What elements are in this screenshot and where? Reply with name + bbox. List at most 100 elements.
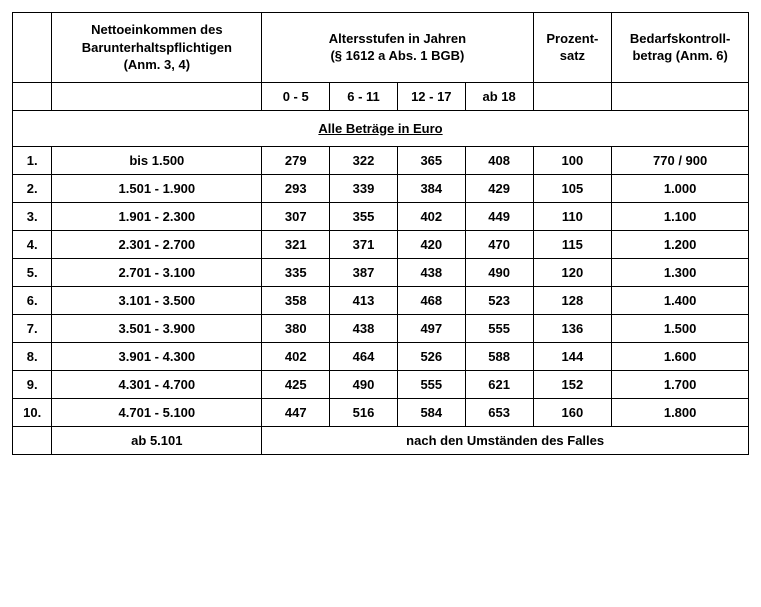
row-number: 4. (13, 230, 52, 258)
row-number: 2. (13, 174, 52, 202)
row-bedarf: 1.200 (612, 230, 749, 258)
row-age-0: 425 (262, 370, 330, 398)
table-row: 8.3.901 - 4.3004024645265881441.600 (13, 342, 749, 370)
row-percent: 128 (533, 286, 612, 314)
last-row: ab 5.101 nach den Umständen des Falles (13, 426, 749, 454)
header-row-2: 0 - 5 6 - 11 12 - 17 ab 18 (13, 82, 749, 110)
row-number: 5. (13, 258, 52, 286)
row-age-3: 470 (465, 230, 533, 258)
row-percent: 105 (533, 174, 612, 202)
header-percent: Prozent-satz (533, 13, 612, 83)
row-age-1: 516 (330, 398, 398, 426)
unterhalt-table: Nettoeinkommen desBarunterhaltspflichtig… (12, 12, 749, 455)
age-col-0: 0 - 5 (262, 82, 330, 110)
row-percent: 160 (533, 398, 612, 426)
row-age-2: 497 (397, 314, 465, 342)
header-ages: Altersstufen in Jahren(§ 1612 a Abs. 1 B… (262, 13, 533, 83)
row-income: 2.301 - 2.700 (52, 230, 262, 258)
table-row: 9.4.301 - 4.7004254905556211521.700 (13, 370, 749, 398)
row-age-1: 355 (330, 202, 398, 230)
row-age-1: 387 (330, 258, 398, 286)
header-bedarf: Bedarfskontroll-betrag (Anm. 6) (612, 13, 749, 83)
table-row: 6.3.101 - 3.5003584134685231281.400 (13, 286, 749, 314)
table-row: 1.bis 1.500279322365408100770 / 900 (13, 146, 749, 174)
row-age-1: 438 (330, 314, 398, 342)
header-income: Nettoeinkommen desBarunterhaltspflichtig… (52, 13, 262, 83)
row-income: 4.701 - 5.100 (52, 398, 262, 426)
last-row-income: ab 5.101 (52, 426, 262, 454)
euro-note-row: Alle Beträge in Euro (13, 110, 749, 146)
row-income: bis 1.500 (52, 146, 262, 174)
table-row: 4.2.301 - 2.7003213714204701151.200 (13, 230, 749, 258)
row-age-0: 358 (262, 286, 330, 314)
row-age-3: 523 (465, 286, 533, 314)
header2-blank2 (52, 82, 262, 110)
age-col-3: ab 18 (465, 82, 533, 110)
row-bedarf: 1.700 (612, 370, 749, 398)
row-age-0: 447 (262, 398, 330, 426)
row-percent: 136 (533, 314, 612, 342)
row-age-2: 402 (397, 202, 465, 230)
row-age-2: 384 (397, 174, 465, 202)
row-bedarf: 1.500 (612, 314, 749, 342)
row-age-3: 555 (465, 314, 533, 342)
row-age-1: 490 (330, 370, 398, 398)
data-rows: 1.bis 1.500279322365408100770 / 9002.1.5… (13, 146, 749, 426)
row-bedarf: 770 / 900 (612, 146, 749, 174)
row-income: 1.501 - 1.900 (52, 174, 262, 202)
age-col-2: 12 - 17 (397, 82, 465, 110)
row-percent: 110 (533, 202, 612, 230)
row-age-3: 408 (465, 146, 533, 174)
row-age-1: 413 (330, 286, 398, 314)
table-row: 10.4.701 - 5.1004475165846531601.800 (13, 398, 749, 426)
header-blank (13, 13, 52, 83)
euro-note-text: Alle Beträge in Euro (318, 121, 442, 136)
row-bedarf: 1.100 (612, 202, 749, 230)
row-income: 2.701 - 3.100 (52, 258, 262, 286)
row-age-0: 293 (262, 174, 330, 202)
age-col-1: 6 - 11 (330, 82, 398, 110)
row-number: 6. (13, 286, 52, 314)
table-row: 2.1.501 - 1.9002933393844291051.000 (13, 174, 749, 202)
row-age-2: 468 (397, 286, 465, 314)
row-percent: 100 (533, 146, 612, 174)
row-income: 4.301 - 4.700 (52, 370, 262, 398)
row-number: 10. (13, 398, 52, 426)
table-row: 5.2.701 - 3.1003353874384901201.300 (13, 258, 749, 286)
row-bedarf: 1.400 (612, 286, 749, 314)
row-number: 9. (13, 370, 52, 398)
row-age-1: 464 (330, 342, 398, 370)
row-age-3: 588 (465, 342, 533, 370)
row-percent: 152 (533, 370, 612, 398)
table-row: 3.1.901 - 2.3003073554024491101.100 (13, 202, 749, 230)
row-age-0: 335 (262, 258, 330, 286)
row-percent: 120 (533, 258, 612, 286)
row-age-2: 526 (397, 342, 465, 370)
row-age-1: 339 (330, 174, 398, 202)
row-age-2: 438 (397, 258, 465, 286)
row-income: 1.901 - 2.300 (52, 202, 262, 230)
euro-note-cell: Alle Beträge in Euro (13, 110, 749, 146)
header2-blank1 (13, 82, 52, 110)
row-age-2: 584 (397, 398, 465, 426)
row-bedarf: 1.300 (612, 258, 749, 286)
row-age-0: 307 (262, 202, 330, 230)
row-age-3: 490 (465, 258, 533, 286)
row-income: 3.101 - 3.500 (52, 286, 262, 314)
row-income: 3.501 - 3.900 (52, 314, 262, 342)
row-age-3: 653 (465, 398, 533, 426)
row-age-0: 279 (262, 146, 330, 174)
row-bedarf: 1.800 (612, 398, 749, 426)
row-percent: 115 (533, 230, 612, 258)
header2-blank4 (612, 82, 749, 110)
row-age-0: 402 (262, 342, 330, 370)
header-row-1: Nettoeinkommen desBarunterhaltspflichtig… (13, 13, 749, 83)
row-number: 7. (13, 314, 52, 342)
row-age-0: 380 (262, 314, 330, 342)
row-number: 8. (13, 342, 52, 370)
row-bedarf: 1.600 (612, 342, 749, 370)
last-row-text: nach den Umständen des Falles (262, 426, 749, 454)
row-age-2: 420 (397, 230, 465, 258)
row-age-2: 365 (397, 146, 465, 174)
row-age-1: 322 (330, 146, 398, 174)
